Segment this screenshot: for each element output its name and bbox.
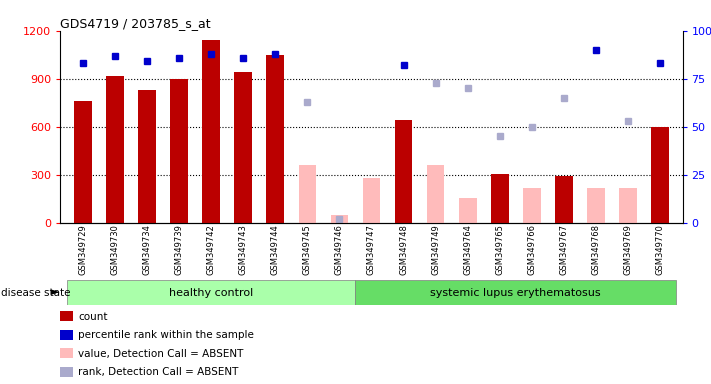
Text: systemic lupus erythematosus: systemic lupus erythematosus	[430, 288, 601, 298]
Bar	[67, 280, 356, 305]
Bar	[106, 76, 124, 223]
Bar	[491, 174, 508, 223]
Bar	[235, 72, 252, 223]
Bar	[619, 188, 637, 223]
Bar	[651, 127, 669, 223]
Text: healthy control: healthy control	[169, 288, 253, 298]
Bar	[363, 178, 380, 223]
Bar	[523, 188, 540, 223]
Bar	[555, 176, 573, 223]
Text: count: count	[78, 312, 107, 322]
Bar	[395, 120, 412, 223]
Text: ►: ►	[51, 288, 60, 298]
Bar	[299, 165, 316, 223]
Bar	[267, 55, 284, 223]
Bar	[170, 79, 188, 223]
Bar	[203, 40, 220, 223]
Bar	[138, 90, 156, 223]
Text: percentile rank within the sample: percentile rank within the sample	[78, 330, 254, 340]
Bar	[331, 215, 348, 223]
Bar	[587, 188, 605, 223]
Bar	[427, 165, 444, 223]
Text: disease state: disease state	[1, 288, 70, 298]
Bar	[459, 198, 476, 223]
Bar	[74, 101, 92, 223]
Bar	[356, 280, 676, 305]
Text: rank, Detection Call = ABSENT: rank, Detection Call = ABSENT	[78, 367, 239, 377]
Text: GDS4719 / 203785_s_at: GDS4719 / 203785_s_at	[60, 17, 211, 30]
Text: value, Detection Call = ABSENT: value, Detection Call = ABSENT	[78, 349, 244, 359]
